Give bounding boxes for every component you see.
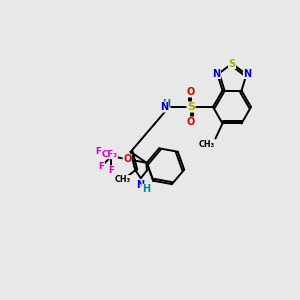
Text: CH₃: CH₃ [198, 140, 214, 149]
Text: S: S [187, 102, 195, 112]
Text: H: H [162, 99, 170, 109]
Text: N: N [212, 68, 220, 79]
Text: N: N [160, 102, 168, 112]
Text: N: N [136, 180, 144, 190]
Text: O: O [123, 154, 131, 164]
Text: CF₃: CF₃ [101, 150, 118, 159]
Text: O: O [187, 117, 195, 127]
Text: O: O [187, 87, 195, 97]
Text: H: H [142, 184, 150, 194]
Text: F: F [99, 162, 104, 171]
Text: CH₃: CH₃ [115, 176, 131, 184]
Text: S: S [228, 58, 236, 68]
Text: N: N [243, 68, 252, 79]
Text: F: F [109, 166, 114, 175]
Text: F: F [95, 147, 101, 156]
